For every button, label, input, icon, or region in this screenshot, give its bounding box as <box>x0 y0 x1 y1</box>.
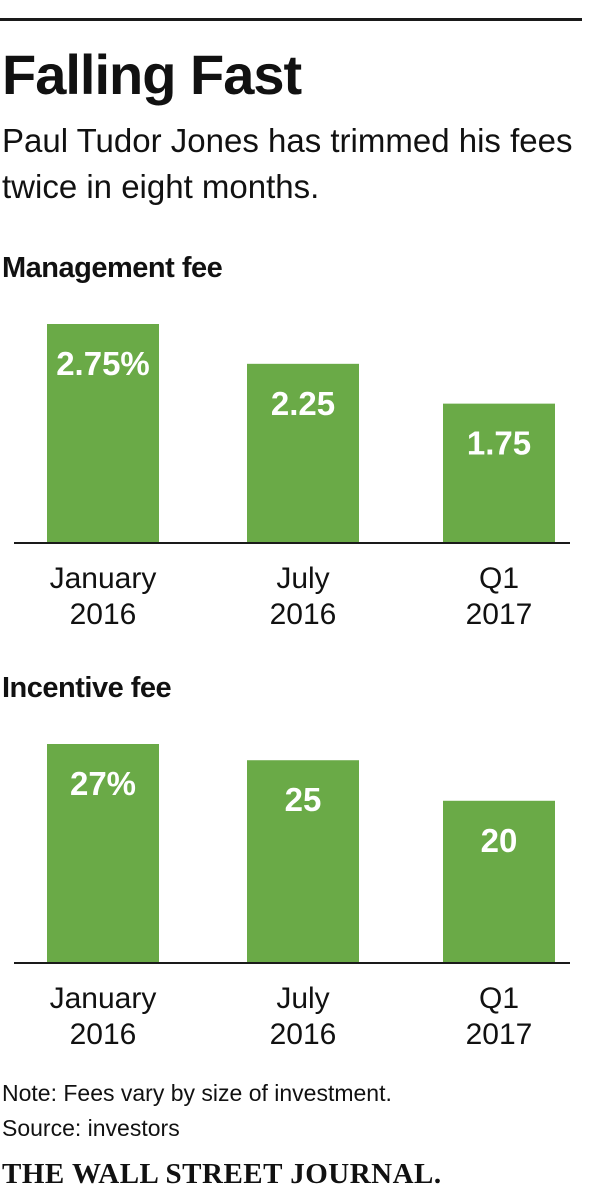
x-tick-label: 2017 <box>466 598 533 631</box>
bar-value-label: 2.25 <box>271 385 335 422</box>
bar-value-label: 1.75 <box>467 425 531 462</box>
chart-subtitle: Paul Tudor Jones has trimmed his fees tw… <box>2 122 573 205</box>
bar-value-label: 2.75% <box>56 345 150 382</box>
bar-3 <box>443 403 555 543</box>
x-tick-label: Q1 <box>479 982 519 1015</box>
x-tick-label: January <box>50 982 157 1015</box>
x-tick-label: 2016 <box>270 1018 337 1051</box>
x-tick-label: July <box>276 982 329 1015</box>
x-tick-label: 2016 <box>70 1018 137 1051</box>
source-line: Source: investors <box>2 1115 180 1141</box>
publisher-logo: THE WALL STREET JOURNAL. <box>2 1158 442 1190</box>
chart-title: Falling Fast <box>2 43 302 106</box>
x-tick-label: 2016 <box>70 598 137 631</box>
x-tick-label: 2017 <box>466 1018 533 1051</box>
footnote: Note: Fees vary by size of investment. <box>2 1080 392 1106</box>
bar-value-label: 27% <box>70 765 136 802</box>
bar-value-label: 25 <box>285 781 322 818</box>
x-tick-label: January <box>50 562 157 595</box>
bar-1 <box>47 324 159 543</box>
bar-1 <box>47 744 159 963</box>
bar-2 <box>247 760 359 963</box>
management-fee-title: Management fee <box>2 252 223 284</box>
x-tick-label: July <box>276 562 329 595</box>
x-tick-label: 2016 <box>270 598 337 631</box>
x-tick-label: Q1 <box>479 562 519 595</box>
bar-value-label: 20 <box>481 822 518 859</box>
top-rule <box>0 18 582 21</box>
bar-3 <box>443 800 555 963</box>
bar-2 <box>247 363 359 543</box>
incentive-fee-title: Incentive fee <box>2 672 172 704</box>
